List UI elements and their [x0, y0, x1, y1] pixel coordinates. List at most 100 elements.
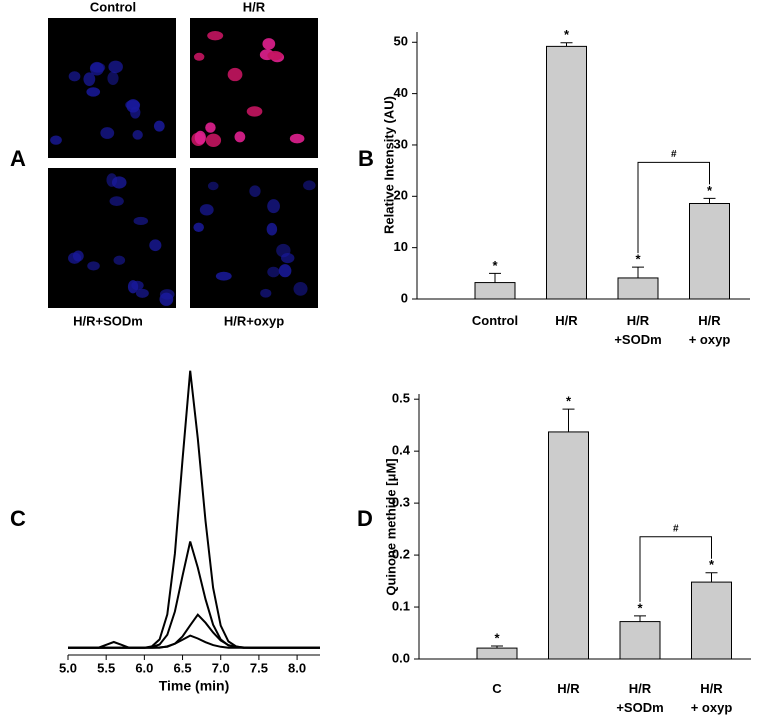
bar — [689, 202, 730, 300]
error-bar — [491, 645, 503, 649]
bar — [474, 282, 516, 300]
nucleus — [205, 133, 222, 147]
x-tick-label: 8.0 — [288, 660, 306, 675]
nucleus — [249, 185, 261, 197]
nucleus — [215, 271, 232, 281]
image-label: H/R+oxyp — [224, 313, 284, 328]
x-tick-label: 7.5 — [250, 660, 268, 675]
significance-mark: * — [564, 27, 570, 42]
nucleus — [86, 87, 101, 97]
significance-mark: * — [494, 630, 500, 645]
nucleus — [207, 181, 219, 191]
micrograph — [48, 168, 176, 308]
chromatogram-trace — [68, 370, 320, 649]
nucleus — [289, 133, 305, 144]
nucleus — [108, 60, 123, 74]
nucleus — [126, 99, 140, 113]
nucleus — [131, 280, 144, 291]
image-label: H/R — [243, 0, 266, 14]
chromatogram-trace — [68, 634, 320, 649]
y-tick-label: 30 — [394, 136, 408, 151]
nucleus — [107, 71, 119, 85]
x-axis-label: Time (min) — [159, 678, 230, 694]
nucleus — [205, 122, 216, 133]
nucleus — [194, 130, 206, 145]
nucleus — [89, 61, 104, 76]
nucleus — [262, 38, 276, 50]
significance-mark: * — [637, 600, 643, 615]
nucleus — [135, 288, 149, 298]
nucleus — [149, 239, 162, 252]
x-tick-label-line: Control — [472, 313, 518, 328]
y-tick-label: 10 — [394, 239, 408, 254]
nucleus — [83, 72, 96, 86]
error-bar — [489, 272, 501, 283]
bracket — [637, 161, 710, 254]
panel-letter: C — [10, 506, 26, 531]
error-bar — [560, 42, 573, 47]
bar — [548, 431, 589, 660]
chromatogram-trace — [68, 541, 320, 649]
nucleus — [87, 261, 100, 271]
nucleus — [293, 281, 308, 296]
nucleus — [234, 131, 246, 143]
y-tick-label: 0.1 — [392, 598, 410, 613]
y-tick-label: 0.3 — [392, 495, 410, 510]
y-tick-label: 50 — [394, 34, 408, 49]
nucleus — [267, 199, 280, 214]
x-tick-label-line: + oxyp — [689, 332, 731, 347]
x-tick-label: C — [492, 681, 502, 696]
image-label: H/R+SODm — [73, 313, 143, 328]
y-tick-label: 0.0 — [392, 650, 410, 665]
x-tick-label: 6.0 — [135, 660, 153, 675]
nucleus — [278, 264, 292, 278]
nucleus — [68, 252, 82, 264]
x-tick-label: H/R + oxyp — [689, 313, 731, 347]
x-tick-label: 6.5 — [174, 660, 192, 675]
y-tick-label: 0.2 — [392, 547, 410, 562]
nucleus — [267, 50, 283, 61]
y-tick-label: 20 — [394, 188, 408, 203]
panel-letter: B — [358, 146, 374, 171]
nucleus — [159, 292, 174, 306]
nucleus — [113, 255, 126, 265]
nucleus — [227, 67, 243, 82]
nucleus — [303, 180, 316, 191]
nucleus — [266, 222, 278, 236]
panel-letter: A — [10, 146, 26, 171]
bracket-label: # — [673, 523, 679, 534]
nucleus — [193, 52, 205, 61]
y-axis-label: Relative Intensity (AU) — [381, 96, 396, 234]
x-tick-label-line: +SODm — [616, 700, 663, 715]
x-tick-label-line: + oxyp — [691, 700, 733, 715]
nucleus — [280, 253, 295, 264]
nucleus — [106, 173, 118, 187]
x-tick-label: 7.0 — [212, 660, 230, 675]
significance-mark: * — [635, 252, 641, 267]
error-bar — [634, 615, 646, 622]
error-bar — [705, 572, 718, 583]
x-tick-label-line: C — [492, 681, 502, 696]
y-tick-label: 40 — [394, 85, 408, 100]
nucleus — [68, 71, 81, 82]
nucleus — [109, 196, 124, 207]
nucleus — [207, 30, 224, 41]
x-tick-label-line: H/R — [555, 313, 578, 328]
y-axis-label: Quinone methide [μM] — [383, 458, 398, 595]
nucleus — [153, 120, 165, 132]
nucleus — [267, 266, 280, 278]
significance-mark: * — [709, 557, 715, 572]
significance-mark: * — [492, 258, 498, 273]
x-tick-label-line: H/R — [627, 313, 650, 328]
y-tick-label: 0.5 — [392, 391, 410, 406]
x-tick-label: H/R — [557, 681, 580, 696]
nucleus — [132, 130, 143, 140]
nucleus — [246, 106, 263, 117]
significance-mark: * — [707, 183, 713, 198]
bar — [619, 621, 661, 660]
chromatogram-trace — [68, 613, 320, 649]
bracket — [639, 536, 712, 602]
error-bar — [632, 266, 644, 278]
